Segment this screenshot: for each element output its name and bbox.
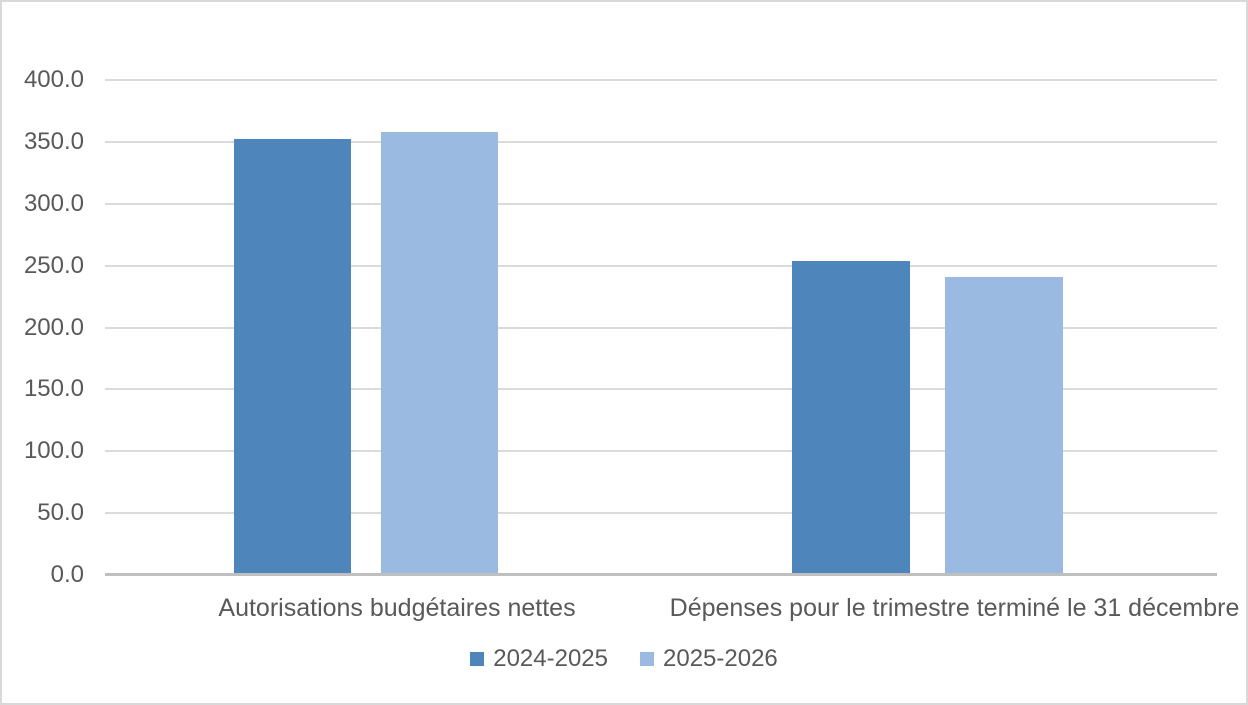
plot-area: [105, 79, 1217, 576]
legend-item-2025-2026: 2025-2026: [640, 645, 778, 673]
gridline: [105, 79, 1217, 81]
y-tick-label: 350.0: [23, 127, 84, 155]
gridline: [105, 264, 1217, 267]
y-tick-label: 100.0: [23, 437, 84, 465]
x-axis-line: [105, 573, 1217, 576]
legend-item-2024-2025: 2024-2025: [470, 645, 608, 673]
legend-swatch-icon: [470, 652, 485, 666]
bar-2024-2025-category-2: [792, 261, 910, 575]
gridline: [105, 202, 1217, 205]
legend-label: 2024-2025: [493, 645, 608, 672]
gridline: [105, 450, 1217, 453]
legend-swatch-icon: [640, 652, 654, 666]
bar-2024-2025-category-1: [234, 139, 351, 575]
category-label-depenses: Dépenses pour le trimestre terminé le 31…: [669, 594, 1240, 622]
y-tick-label: 250.0: [23, 251, 84, 279]
y-tick-label: 150.0: [23, 375, 84, 403]
bar-2025-2026-category-1: [381, 132, 498, 575]
legend-label: 2025-2026: [663, 645, 778, 672]
bar-2025-2026-category-2: [945, 277, 1063, 575]
category-label-autorisations: Autorisations budgétaires nettes: [218, 594, 576, 622]
gridline: [105, 388, 1217, 391]
y-tick-label: 50.0: [37, 499, 84, 527]
gridline: [105, 512, 1217, 515]
y-tick-label: 200.0: [23, 313, 84, 341]
gridline: [105, 140, 1217, 143]
y-tick-label: 0.0: [50, 561, 84, 588]
chart-legend: 2024-2025 2025-2026: [2, 645, 1246, 673]
gridline: [105, 326, 1217, 329]
y-tick-label: 300.0: [23, 189, 84, 217]
y-tick-label: 400.0: [23, 66, 84, 93]
